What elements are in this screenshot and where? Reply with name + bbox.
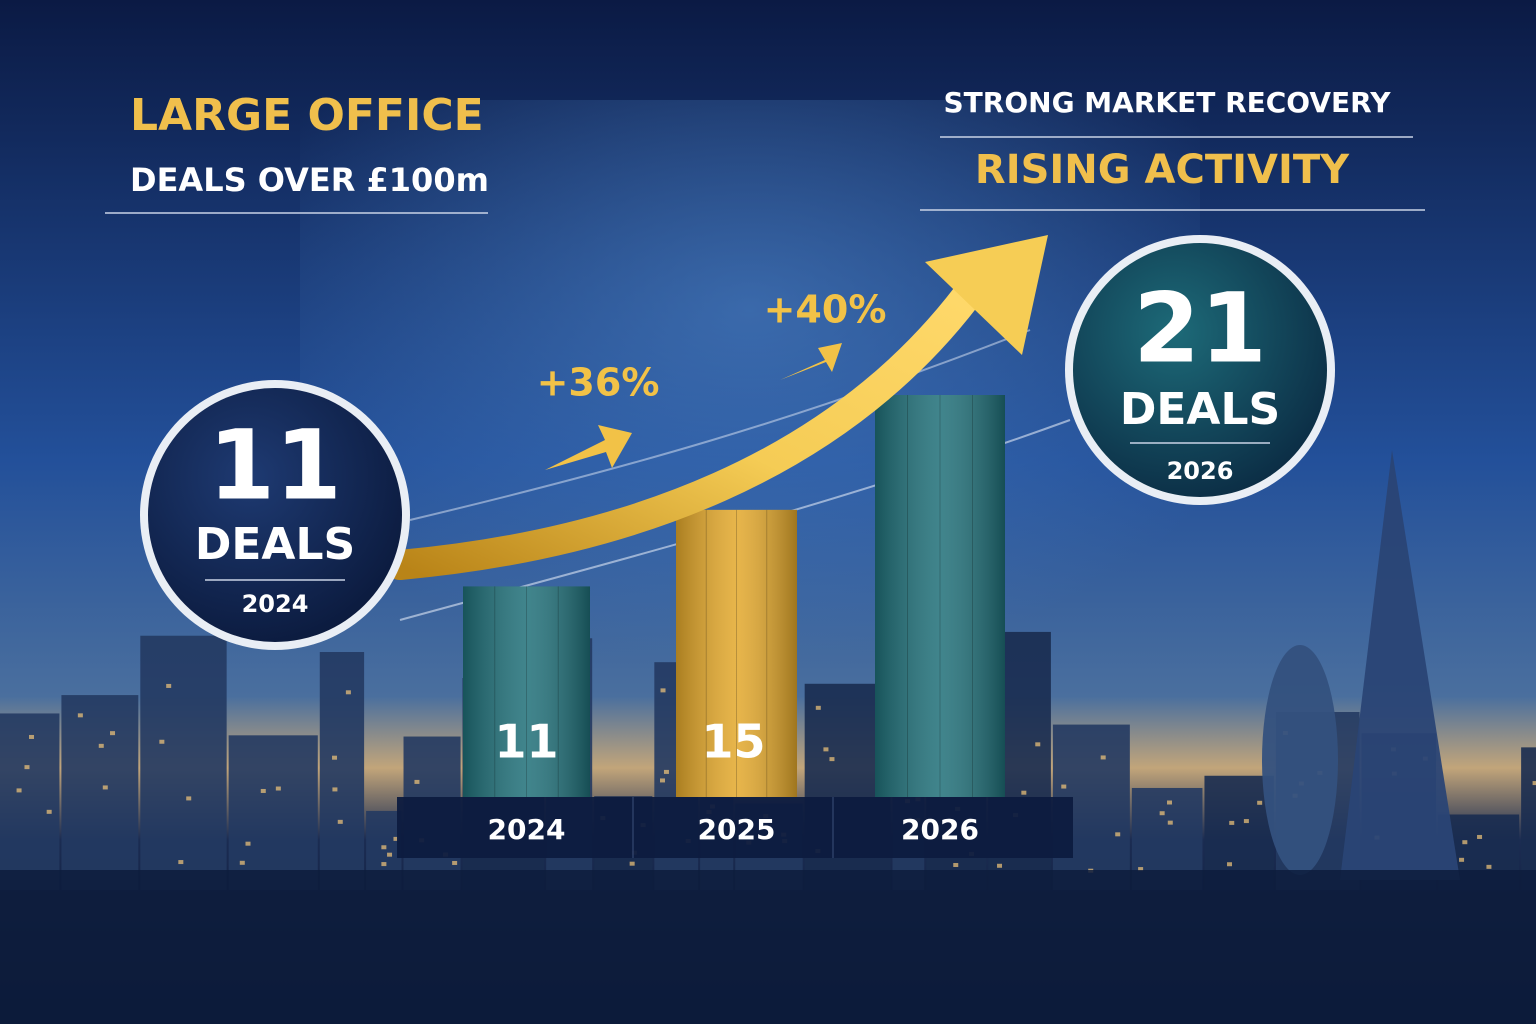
bar-shade [463,586,590,797]
window [1462,840,1468,845]
badge-year: 2024 [242,590,309,618]
window [1243,819,1249,824]
tower [1340,450,1460,880]
window [1257,800,1263,805]
window [663,769,669,774]
window [186,796,192,801]
window [260,788,266,793]
window [1459,857,1465,862]
badge-year: 2026 [1167,457,1234,485]
growth-arrow-head [925,235,1048,355]
bar-shade [676,509,797,797]
badge-fill [1073,243,1327,497]
window [29,734,35,739]
window [275,786,281,791]
window [24,765,30,770]
window [1229,820,1235,825]
badge: 21 DEALS 2026 [1065,235,1335,505]
window [46,809,52,814]
window [245,841,251,846]
bars: 11 15 [463,395,1005,797]
badge: 11 DEALS 2024 [140,380,410,650]
building [1521,747,1536,890]
building [140,635,227,890]
window [815,705,821,710]
window [1035,742,1041,747]
window [629,861,635,866]
badge-unit: DEALS [1120,384,1280,435]
subheadline: RISING ACTIVITY [975,147,1350,193]
window [77,713,83,718]
building [61,695,139,890]
window [159,739,165,744]
window [659,778,665,783]
badge-value: 11 [208,409,342,521]
window [1477,834,1483,839]
window [452,860,458,865]
value-label: 15 [701,715,765,769]
window [1021,790,1027,795]
window [1138,867,1144,872]
small-arrow [545,425,632,470]
window [414,779,420,784]
growth-arrow [385,270,990,580]
badge-unit: DEALS [195,519,355,570]
window [332,787,338,792]
x-tick-label: 2026 [901,813,979,846]
window [381,845,387,850]
window [1167,800,1173,805]
small-arrow [780,343,842,380]
x-tick-label: 2024 [488,813,566,846]
window [1100,755,1106,760]
window [997,863,1003,868]
water [0,870,1536,1024]
window [332,755,338,760]
window [98,743,104,748]
window [102,785,108,790]
trend-line [409,329,1031,521]
x-tick-label: 2025 [698,813,776,846]
window [110,731,116,736]
window [166,683,172,688]
subtitle: DEALS OVER £100m [130,161,489,199]
window [823,747,829,752]
window [239,860,245,865]
category-strip [397,797,1073,858]
window [337,819,343,824]
building [319,652,365,890]
window [1486,864,1492,869]
window [829,757,835,762]
badge-fill [148,388,402,642]
window [381,862,387,867]
badge-value: 21 [1133,272,1267,384]
headline: STRONG MARKET RECOVERY [944,86,1392,119]
window [1115,832,1121,837]
growth-label: +36% [537,361,660,405]
window [393,836,399,841]
window [345,690,351,695]
window [178,860,184,865]
title: LARGE OFFICE [130,90,484,141]
window [1227,862,1233,867]
window [1159,811,1165,816]
tower [1262,645,1338,875]
window [953,863,959,868]
window [1167,820,1173,825]
window [1061,784,1067,789]
window [16,788,22,793]
bar-shade [875,395,1005,797]
window [387,852,393,857]
building [228,735,318,890]
growth-label: +40% [764,288,887,332]
window [660,688,666,693]
value-label: 11 [494,715,558,769]
window [1532,781,1536,786]
building [0,713,60,890]
